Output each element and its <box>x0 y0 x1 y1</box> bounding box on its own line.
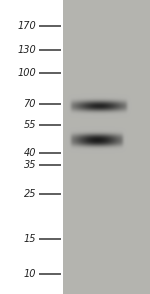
Text: 100: 100 <box>17 68 36 78</box>
Bar <box>63 0 150 294</box>
Text: 70: 70 <box>24 99 36 109</box>
Text: 15: 15 <box>24 234 36 244</box>
Text: 35: 35 <box>24 160 36 170</box>
Text: 170: 170 <box>17 21 36 31</box>
Text: 130: 130 <box>17 45 36 55</box>
Text: 55: 55 <box>24 120 36 130</box>
Text: 10: 10 <box>24 270 36 280</box>
Text: 40: 40 <box>24 148 36 158</box>
Text: 25: 25 <box>24 189 36 199</box>
Bar <box>0 0 63 294</box>
